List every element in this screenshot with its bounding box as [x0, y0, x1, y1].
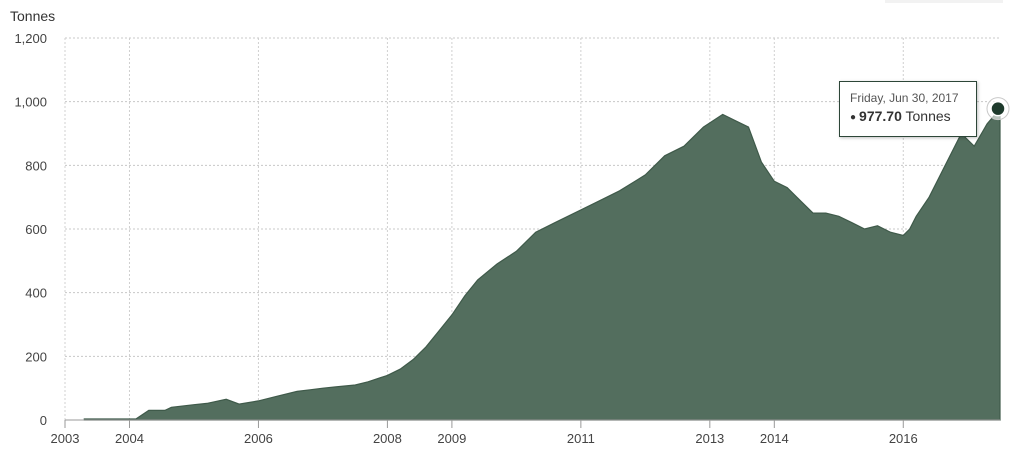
- tooltip: Friday, Jun 30, 2017 ● 977.70 Tonnes: [839, 81, 977, 137]
- tooltip-value: 977.70: [859, 108, 902, 124]
- x-tick-label: 2006: [244, 431, 273, 446]
- area-series: [83, 107, 1001, 421]
- y-tick-label: 0: [40, 413, 47, 428]
- data-point-marker: [990, 100, 1006, 117]
- x-tick-label: 2009: [437, 431, 466, 446]
- y-tick-label: 1,200: [14, 31, 47, 46]
- series-bullet-icon: ●: [850, 112, 857, 123]
- y-tick-label: 400: [25, 286, 47, 301]
- area-fill: [83, 107, 1001, 421]
- hover-marker: [986, 97, 1010, 121]
- tooltip-unit: Tonnes: [905, 108, 951, 124]
- x-tick-label: 2014: [760, 431, 789, 446]
- x-tick-label: 2016: [889, 431, 918, 446]
- export-button-area[interactable]: [885, 0, 1003, 3]
- y-tick-label: 1,000: [14, 95, 47, 110]
- y-tick-label: 200: [25, 349, 47, 364]
- x-tick-label: 2008: [373, 431, 402, 446]
- tooltip-date: Friday, Jun 30, 2017: [850, 91, 959, 105]
- y-axis-title: Tonnes: [10, 8, 56, 24]
- x-tick-label: 2013: [695, 431, 724, 446]
- y-tick-label: 800: [25, 158, 47, 173]
- x-tick-label: 2003: [51, 431, 80, 446]
- axes: 0 200 400 600 800 1,000 1,200 2003 2004 2006 2008 2…: [14, 31, 1000, 446]
- tooltip-value-line: ● 977.70 Tonnes: [850, 106, 976, 128]
- y-tick-label: 600: [25, 222, 47, 237]
- x-tick-label: 2004: [115, 431, 144, 446]
- x-tick-label: 2011: [567, 431, 595, 446]
